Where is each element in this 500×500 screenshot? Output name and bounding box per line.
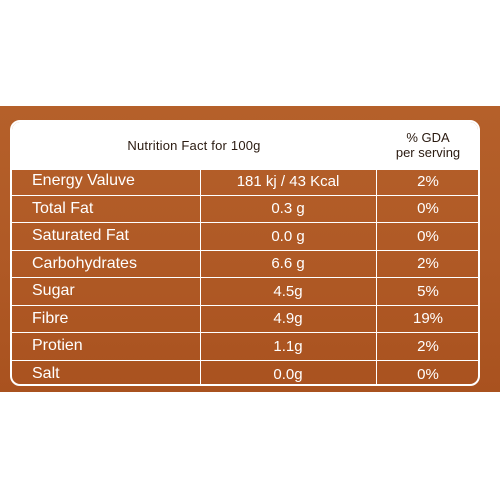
table-title: Nutrition Fact for 100g — [127, 137, 261, 153]
nutrient-gda: 2% — [417, 172, 439, 190]
table-row: Sugar 4.5g 5% — [12, 278, 478, 306]
nutrient-amount: 6.6 g — [271, 255, 305, 273]
nutrient-amount: 0.0g — [273, 365, 303, 383]
nutrient-name: Carbohydrates — [32, 254, 137, 272]
nutrient-amount: 0.3 g — [271, 200, 305, 218]
nutrient-name: Salt — [32, 365, 60, 383]
gda-header-line1: % GDA — [406, 130, 450, 145]
nutrient-name: Protien — [32, 337, 83, 355]
table-row: Total Fat 0.3 g 0% — [12, 196, 478, 223]
nutrient-gda: 5% — [417, 282, 439, 300]
nutrient-gda: 2% — [417, 337, 439, 355]
table-row: Energy Valuve 181 kj / 43 Kcal 2% — [12, 168, 478, 196]
nutrient-amount: 0.0 g — [271, 227, 305, 245]
nutrient-amount: 4.5g — [273, 282, 303, 300]
nutrient-gda: 0% — [417, 200, 439, 218]
column-divider-name-value — [200, 168, 201, 384]
nutrient-name: Saturated Fat — [32, 227, 129, 245]
nutrient-gda: 19% — [412, 310, 444, 328]
table-row: Fibre 4.9g 19% — [12, 306, 478, 333]
table-row: Salt 0.0g 0% — [12, 361, 478, 385]
nutrient-gda: 0% — [417, 365, 439, 383]
nutrient-name: Energy Valuve — [32, 172, 135, 190]
table-body: Energy Valuve 181 kj / 43 Kcal 2% Total … — [12, 168, 478, 385]
table-row: Carbohydrates 6.6 g 2% — [12, 251, 478, 278]
nutrient-amount: 4.9g — [273, 310, 303, 328]
gda-header-line2: per serving — [395, 145, 461, 160]
table-row: Saturated Fat 0.0 g 0% — [12, 223, 478, 251]
table-row: Protien 1.1g 2% — [12, 333, 478, 361]
table-header: Nutrition Fact for 100g % GDA per servin… — [12, 122, 478, 170]
nutrient-gda: 2% — [417, 255, 439, 273]
nutrient-name: Total Fat — [32, 199, 94, 217]
nutrient-name: Fibre — [32, 309, 69, 327]
column-divider-value-gda — [376, 168, 377, 384]
nutrient-gda: 0% — [417, 227, 439, 245]
nutrient-amount: 181 kj / 43 Kcal — [236, 172, 340, 190]
nutrition-facts-table: Nutrition Fact for 100g % GDA per servin… — [10, 120, 480, 386]
nutrient-amount: 1.1g — [273, 337, 303, 355]
nutrient-name: Sugar — [32, 282, 75, 300]
gda-column-header: % GDA per serving — [376, 122, 478, 168]
